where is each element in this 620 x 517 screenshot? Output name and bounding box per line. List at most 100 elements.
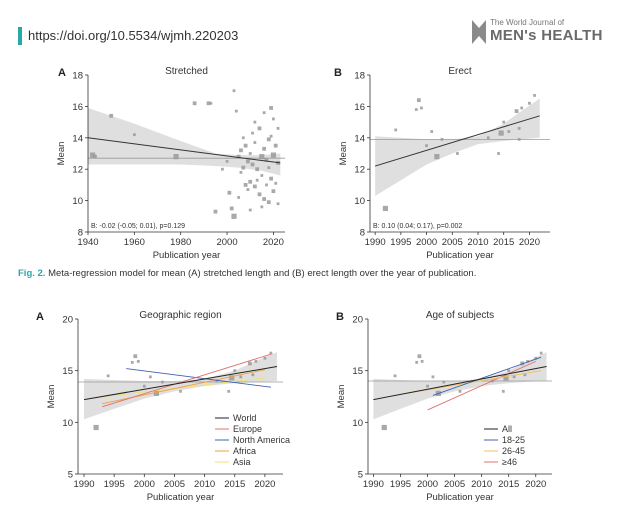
data-point <box>262 146 267 151</box>
data-point <box>253 120 257 124</box>
chart-erect: B Erect 8 10 12 14 16 18 1990 1995 2000 2005 2010 201… <box>334 66 550 261</box>
data-point <box>382 205 389 212</box>
data-point <box>265 183 268 187</box>
legend-label: All <box>502 424 512 434</box>
legend-label: Asia <box>233 457 251 467</box>
data-point <box>248 152 252 155</box>
y-tick-label: 10 <box>72 196 83 207</box>
page-header: https://doi.org/10.5534/wjmh.220203 The … <box>0 0 620 60</box>
data-point <box>206 101 211 106</box>
data-point <box>514 109 519 114</box>
x-axis-label: Publication year <box>426 250 494 261</box>
y-tick-label: 20 <box>352 315 363 326</box>
y-axis-label: Mean <box>46 385 57 409</box>
data-point <box>221 167 224 171</box>
x-tick-label: 2015 <box>493 237 514 248</box>
data-point <box>237 196 241 199</box>
doi-accent-bar <box>18 27 22 45</box>
data-point <box>132 133 136 137</box>
data-point <box>241 165 246 170</box>
data-point <box>253 141 257 144</box>
data-point <box>239 375 243 379</box>
data-point <box>394 128 398 132</box>
data-point <box>153 390 159 396</box>
y-tick-label: 14 <box>72 133 83 144</box>
legend-label: 18-25 <box>502 435 525 445</box>
series-line <box>432 356 542 396</box>
x-tick-label: 2020 <box>519 237 540 248</box>
data-point <box>517 137 521 141</box>
legend-label: North America <box>233 435 290 445</box>
data-point <box>213 209 218 214</box>
data-point <box>517 126 521 130</box>
data-point <box>233 369 237 373</box>
doi-link[interactable]: https://doi.org/10.5534/wjmh.220203 <box>28 28 239 43</box>
x-tick-label: 2005 <box>164 479 185 490</box>
data-point <box>106 374 110 378</box>
x-tick-label: 2000 <box>416 237 437 248</box>
series-line <box>405 370 542 394</box>
x-tick-label: 1980 <box>170 237 191 248</box>
data-point <box>520 361 525 366</box>
data-point <box>215 379 219 383</box>
data-point <box>276 126 280 130</box>
y-tick-label: 10 <box>62 418 73 429</box>
chart-age-of-subjects: B Age of subjects 5 10 15 20 1990 1995 2000 2005 2… <box>336 310 552 503</box>
data-point <box>251 373 255 377</box>
data-point <box>266 200 271 205</box>
x-tick-label: 2020 <box>254 479 275 490</box>
x-tick-label: 2020 <box>263 237 284 248</box>
y-tick-label: 5 <box>358 470 363 481</box>
data-point <box>498 130 504 136</box>
data-point <box>416 98 421 103</box>
data-point <box>232 89 236 93</box>
y-tick-label: 18 <box>72 71 83 82</box>
data-point <box>497 152 500 155</box>
data-point <box>250 162 255 167</box>
confidence-band <box>84 352 277 420</box>
data-point <box>503 375 509 381</box>
data-point <box>534 356 538 360</box>
data-point <box>415 361 419 364</box>
regression-line <box>87 137 281 164</box>
y-axis-label: Mean <box>56 142 67 166</box>
panel-letter: A <box>36 311 44 323</box>
regression-line <box>374 115 540 167</box>
regression-annotation: B: -0.02 (-0.05; 0.01), p=0.129 <box>91 223 185 230</box>
y-tick-label: 14 <box>354 133 365 144</box>
data-point <box>260 205 264 209</box>
data-point <box>262 111 266 115</box>
x-tick-label: 2000 <box>134 479 155 490</box>
x-axis-label: Publication year <box>147 492 215 503</box>
data-point <box>442 380 446 384</box>
data-point <box>148 375 152 379</box>
chart-title: Geographic region <box>139 310 221 321</box>
data-point <box>276 202 280 206</box>
data-point <box>502 120 506 124</box>
data-point <box>434 154 440 160</box>
legend-label: Africa <box>233 446 256 456</box>
data-point <box>243 183 248 187</box>
data-point <box>225 159 229 163</box>
data-point <box>246 188 250 192</box>
data-point <box>142 384 146 388</box>
data-point <box>381 424 387 431</box>
y-tick-label: 16 <box>72 102 83 113</box>
legend-label: World <box>233 413 256 423</box>
y-tick-label: 15 <box>352 366 363 377</box>
x-tick-label: 1995 <box>390 479 411 490</box>
data-point <box>274 181 278 185</box>
data-point <box>254 359 258 363</box>
data-point <box>267 166 271 170</box>
data-point <box>420 106 423 110</box>
x-tick-label: 1940 <box>77 237 98 248</box>
data-point <box>136 359 140 363</box>
data-point <box>456 152 459 155</box>
data-point <box>425 144 428 148</box>
data-point <box>533 94 536 97</box>
x-axis-label: Publication year <box>426 492 494 503</box>
data-point <box>539 351 543 355</box>
data-point <box>227 389 231 393</box>
x-tick-label: 2000 <box>417 479 438 490</box>
confidence-band <box>375 98 540 196</box>
